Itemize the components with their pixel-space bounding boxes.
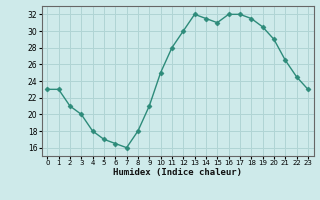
X-axis label: Humidex (Indice chaleur): Humidex (Indice chaleur) (113, 168, 242, 177)
